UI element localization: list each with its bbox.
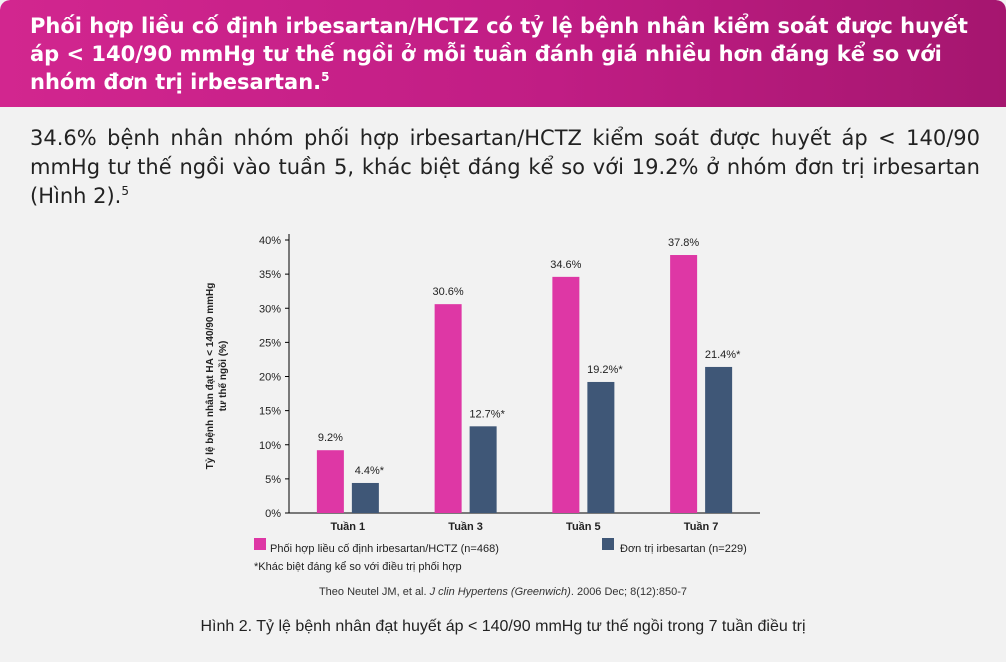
- data-label-combo: 34.6%: [550, 259, 581, 271]
- x-tick-label: Tuần 1: [331, 521, 366, 533]
- y-tick-label: 30%: [259, 303, 281, 315]
- y-axis-title: Tỷ lệ bệnh nhân đạt HA < 140/90 mmHg: [205, 283, 216, 470]
- bar-mono: [351, 482, 379, 513]
- y-tick-label: 35%: [259, 269, 281, 281]
- bar-mono: [587, 381, 615, 513]
- data-label-mono: 4.4%*: [355, 465, 385, 477]
- y-tick-label: 25%: [259, 337, 281, 349]
- intro-text: 34.6% bệnh nhân nhóm phối hợp irbesartan…: [30, 126, 980, 208]
- data-label-mono: 21.4%*: [705, 349, 741, 361]
- bar-combo: [316, 450, 344, 513]
- y-tick-label: 10%: [259, 440, 281, 452]
- y-tick-label: 5%: [265, 474, 281, 486]
- legend-swatch-mono: [602, 538, 614, 550]
- y-tick-label: 20%: [259, 372, 281, 384]
- y-tick-label: 0%: [265, 508, 281, 520]
- data-label-combo: 30.6%: [433, 286, 464, 298]
- source-details: . 2006 Dec; 8(12):850-7: [570, 586, 688, 598]
- bar-combo: [552, 276, 580, 513]
- data-label-mono: 12.7%*: [469, 408, 505, 420]
- source-citation: Theo Neutel JM, et al. J clin Hypertens …: [0, 586, 1006, 598]
- bar-combo: [434, 304, 462, 513]
- header-reference: 5: [321, 70, 330, 84]
- x-tick-label: Tuần 5: [566, 521, 601, 533]
- data-label-combo: 37.8%: [668, 237, 699, 249]
- x-tick-label: Tuần 7: [684, 521, 719, 533]
- header-banner: Phối hợp liều cố định irbesartan/HCTZ có…: [0, 0, 1006, 107]
- bar-combo: [670, 255, 698, 513]
- figure-caption: Hình 2. Tỷ lệ bệnh nhân đạt huyết áp < 1…: [200, 618, 806, 635]
- header-title: Phối hợp liều cố định irbesartan/HCTZ có…: [30, 12, 980, 96]
- chart-footnote: *Khác biệt đáng kể so với điều trị phối …: [254, 561, 462, 573]
- header-title-text: Phối hợp liều cố định irbesartan/HCTZ có…: [30, 14, 968, 94]
- y-tick-label: 15%: [259, 406, 281, 418]
- bar-mono: [469, 426, 497, 513]
- intro-paragraph: 34.6% bệnh nhân nhóm phối hợp irbesartan…: [30, 124, 980, 211]
- legend-label-combo: Phối hợp liều cố định irbesartan/HCTZ (n…: [270, 543, 499, 555]
- data-label-combo: 9.2%: [318, 432, 343, 444]
- source-journal: J clin Hypertens (Greenwich): [429, 586, 571, 598]
- x-tick-label: Tuần 3: [448, 521, 483, 533]
- source-authors: Theo Neutel JM, et al.: [318, 586, 430, 598]
- y-axis-title-line2: tư thế ngồi (%): [217, 341, 229, 412]
- y-tick-label: 40%: [259, 235, 281, 247]
- data-label-mono: 19.2%*: [587, 364, 623, 376]
- legend-label-mono: Đơn trị irbesartan (n=229): [620, 543, 747, 555]
- bar-mono: [705, 366, 733, 513]
- legend-swatch-combo: [254, 538, 266, 550]
- intro-reference: 5: [121, 184, 129, 198]
